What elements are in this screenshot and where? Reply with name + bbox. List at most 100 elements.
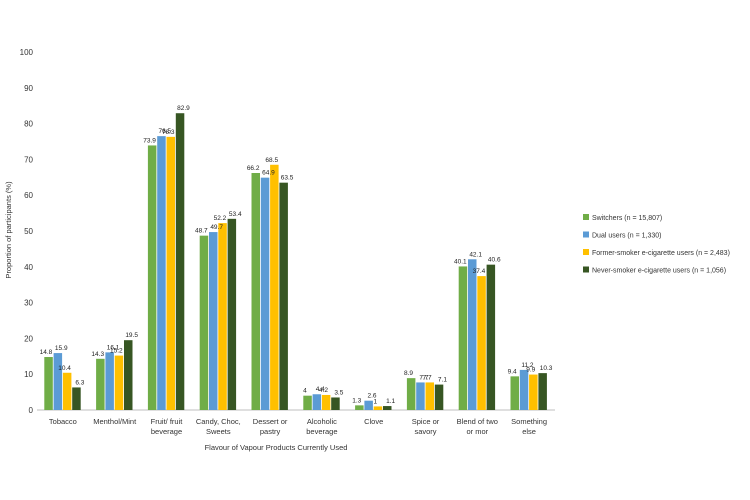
x-tick-label: Fruit/ fruit beverage: [151, 417, 184, 436]
data-label: 7.7: [423, 374, 432, 381]
x-tick-label: Menthol/Mint: [93, 417, 137, 426]
bar: [279, 182, 288, 410]
data-label: 14.3: [91, 351, 104, 358]
data-label: 14.8: [40, 349, 53, 356]
legend-swatch: [583, 214, 589, 220]
data-label: 16.1: [107, 344, 120, 351]
data-label: 63.5: [281, 175, 294, 182]
bar: [529, 374, 538, 410]
x-axis-title: Flavour of Vapour Products Currently Use…: [205, 443, 348, 452]
bar: [477, 276, 486, 410]
data-label: 48.7: [195, 228, 208, 235]
data-label: 52.2: [214, 215, 227, 222]
data-label: 49.7: [210, 224, 223, 231]
x-tick-label: Clove: [364, 417, 383, 426]
bar: [538, 373, 547, 410]
y-tick-label: 100: [20, 48, 34, 57]
bar: [124, 340, 133, 410]
y-tick-label: 60: [24, 191, 33, 200]
bar: [364, 400, 373, 410]
legend-swatch: [583, 249, 589, 255]
legend-swatch: [583, 231, 589, 238]
y-tick-label: 30: [24, 299, 33, 308]
data-label: 15.2: [110, 348, 123, 355]
bar: [260, 177, 270, 410]
bar: [331, 397, 340, 410]
bar: [147, 145, 157, 411]
bars-layer: [44, 113, 547, 411]
data-label: 4.4: [316, 386, 325, 393]
data-label: 53.4: [229, 211, 242, 218]
bar: [251, 173, 260, 410]
bar: [434, 384, 444, 410]
data-label: 11.2: [521, 362, 534, 369]
x-tick-label: Blend of two or mor: [457, 417, 498, 436]
data-label: 19.5: [125, 332, 138, 339]
bar: [209, 232, 218, 410]
bar: [355, 405, 364, 410]
data-label: 73.9: [143, 137, 156, 144]
bar: [199, 235, 209, 410]
data-label: 9.4: [508, 368, 517, 375]
legend-label: Former-smoker e-cigarette users (n = 2,4…: [592, 250, 730, 257]
legend-label: Dual users (n = 1,330): [592, 233, 661, 240]
bar: [96, 358, 105, 410]
bar: [383, 406, 392, 410]
bar: [44, 357, 53, 410]
bar: [157, 136, 166, 410]
data-label: 42.1: [469, 251, 482, 258]
bar: [270, 164, 279, 410]
data-label: 7.1: [438, 377, 447, 384]
data-label: 40.1: [454, 258, 467, 265]
y-tick-label: 0: [29, 406, 34, 415]
data-label: 66.2: [247, 165, 260, 172]
y-tick-label: 70: [24, 155, 33, 164]
legend-swatch: [583, 266, 589, 273]
y-axis-title: Proportion of participants (%): [4, 181, 13, 279]
x-tick-label: Tobacco: [49, 417, 77, 426]
bar: [62, 372, 72, 410]
bar: [458, 266, 468, 410]
data-label: 76.5: [159, 128, 172, 135]
bar: [321, 394, 331, 410]
axes-layer: 0 10 20 30 40 50 60 70 80 90 100 Tobacco Menthol/Min…: [20, 48, 555, 436]
bar: [227, 218, 237, 410]
bar: [510, 376, 519, 410]
y-tick-label: 20: [24, 334, 33, 343]
bar: [303, 395, 312, 410]
data-label: 1.3: [352, 397, 361, 404]
bar: [468, 259, 477, 410]
data-label: 37.4: [473, 268, 486, 275]
bar: [425, 382, 434, 410]
data-label: 3.5: [334, 389, 343, 396]
data-label: 10.3: [540, 365, 553, 372]
legend-label: Switchers (n = 15,807): [592, 215, 662, 222]
data-label: 4: [303, 388, 307, 395]
x-tick-label: Dessert or pastry: [253, 417, 288, 436]
legend: Switchers (n = 15,807) Dual users (n = 1,…: [583, 214, 730, 275]
data-label: 64.9: [262, 170, 275, 177]
legend-label: Never-smoker e-cigarette users (n = 1,05…: [592, 268, 726, 275]
bar: [373, 406, 383, 410]
data-label: 15.9: [55, 345, 68, 352]
bar: [72, 387, 81, 410]
data-label: 76.3: [162, 129, 175, 136]
bar: [519, 369, 529, 410]
data-label: 8.9: [404, 370, 413, 377]
bar: [175, 113, 185, 410]
data-label: 6.3: [75, 379, 84, 386]
data-label: 40.6: [488, 257, 501, 264]
bar: [105, 352, 114, 410]
x-tick-label: Spice or savory: [412, 417, 440, 436]
y-tick-label: 80: [24, 120, 33, 129]
data-label: 4.2: [319, 387, 328, 394]
data-label: 1: [374, 398, 378, 405]
bar: [486, 264, 496, 410]
y-tick-label: 90: [24, 84, 33, 93]
data-label: 2.6: [368, 393, 377, 400]
data-label: 1.1: [386, 398, 395, 405]
y-tick-label: 40: [24, 263, 33, 272]
x-tick-label: Candy, Choc, Sweets: [196, 417, 241, 436]
